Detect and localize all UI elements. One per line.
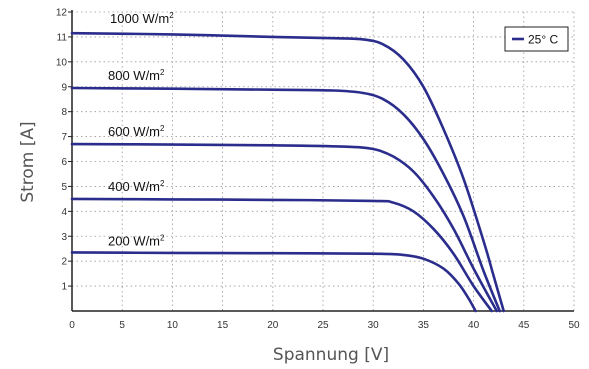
legend: 25° C — [504, 26, 569, 52]
y-axis-label: Strom [A] — [18, 121, 38, 202]
x-tick-label: 40 — [468, 320, 480, 331]
curve-label: 600 W/m2 — [108, 124, 165, 139]
y-tick-label: 2 — [61, 257, 67, 268]
series-line — [70, 86, 501, 313]
x-axis-label: Spannung [V] — [273, 345, 389, 365]
series-line — [70, 251, 477, 313]
curve-label: 1000 W/m2 — [110, 11, 174, 26]
y-tick-label: 5 — [61, 182, 67, 193]
series-group — [70, 31, 505, 313]
x-tick-label: 15 — [217, 320, 229, 331]
x-tick-label: 45 — [518, 320, 530, 331]
y-tick-label: 1 — [61, 282, 67, 293]
x-tick-label: 10 — [167, 320, 179, 331]
y-tick-label: 9 — [61, 82, 67, 93]
series-line — [70, 31, 505, 313]
axes — [68, 10, 574, 312]
y-tick-label: 3 — [61, 232, 67, 243]
x-tick-label: 35 — [418, 320, 430, 331]
curve-labels: 1000 W/m2 800 W/m2 600 W/m2 400 W/m2 200 W/m… — [108, 11, 174, 248]
curve-label: 200 W/m2 — [108, 233, 165, 248]
x-tick-label: 5 — [119, 320, 125, 331]
y-tick-label: 10 — [56, 57, 68, 68]
x-tick-label: 25 — [317, 320, 329, 331]
x-tick-label: 0 — [69, 320, 75, 331]
x-tick-label: 30 — [368, 320, 380, 331]
x-tick-label: 20 — [267, 320, 279, 331]
curve-label: 400 W/m2 — [108, 179, 165, 194]
curve-label: 800 W/m2 — [108, 68, 165, 83]
series-line — [70, 142, 498, 313]
y-tick-label: 11 — [57, 32, 68, 43]
legend-label: 25° C — [528, 33, 558, 47]
series-line — [70, 197, 493, 313]
y-tick-label: 4 — [61, 207, 67, 218]
y-tick-label: 7 — [61, 132, 67, 143]
y-tick-label: 6 — [61, 157, 67, 168]
x-tick-label: 50 — [568, 320, 580, 331]
y-tick-label: 8 — [61, 107, 67, 118]
grid — [72, 11, 575, 311]
y-tick-label: 12 — [56, 8, 68, 19]
